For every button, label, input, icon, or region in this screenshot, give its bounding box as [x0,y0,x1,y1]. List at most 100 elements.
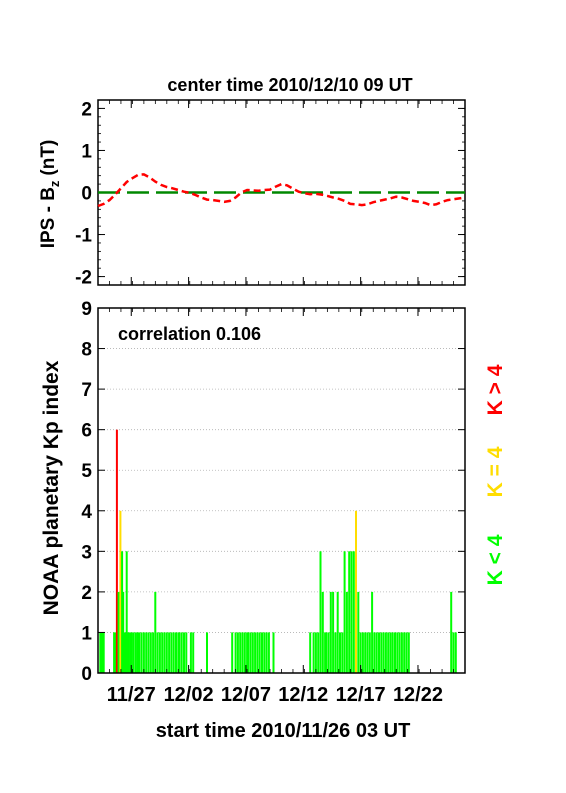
kp-bar [172,632,175,673]
kp-bar [241,632,244,673]
kp-bar [127,632,130,673]
top-y-axis-label: IPS - Bz (nT) [38,140,62,249]
kp-bar [163,632,166,673]
kp-bar [368,632,371,673]
kp-x-tick-label: 11/27 [107,684,156,706]
kp-x-tick-label: 12/17 [336,684,386,706]
kp-bar [129,632,132,673]
kp-bar [152,632,155,673]
kp-x-axis-label: start time 2010/11/26 03 UT [156,720,411,742]
kp-bar [329,591,332,673]
kp-bar [452,632,455,673]
kp-bar [352,551,355,673]
kp-bar [263,632,266,673]
kp-bar [450,591,453,673]
top-y-axis-label-subscript: z [47,180,62,187]
kp-bar [251,632,254,673]
top-plot-area: 2 1 0 -1 -2 [75,99,466,289]
kp-y-tick-label: 5 [81,461,92,482]
legend-k-greater-4: K > 4 [484,364,507,415]
kp-bar [138,632,141,673]
kp-bar [387,632,390,673]
kp-bar [168,632,171,673]
kp-bar [102,632,105,673]
kp-bar [454,632,457,673]
kp-x-tick-label: 12/07 [221,684,271,706]
kp-bar [113,632,116,673]
kp-bar [149,632,152,673]
kp-bar [380,632,383,673]
kp-bar [236,632,239,673]
kp-bar [339,632,341,673]
kp-y-tick-label: 4 [81,502,92,523]
kp-bar [336,591,339,673]
kp-bar [398,632,401,673]
kp-bar [189,632,192,673]
kp-plot-frame [97,307,466,674]
kp-bar [124,632,126,673]
kp-bar [261,632,263,673]
kp-bar [350,551,353,673]
kp-bar [117,591,120,673]
kp-bar [317,632,320,673]
kp-legend: K < 4 K = 4 K > 4 [484,364,507,585]
kp-x-tick-label: 12/12 [278,684,328,706]
top-y-tick-label: 0 [81,184,92,205]
kp-bar [373,632,376,673]
kp-bar [254,632,257,673]
kp-bar [265,632,268,673]
kp-bar [355,510,357,673]
kp-bar [334,632,337,673]
kp-bar [327,632,330,673]
kp-bar [180,632,183,673]
kp-bar [178,632,181,673]
kp-bar [239,632,242,673]
kp-bar [249,632,252,673]
kp-bar [314,632,317,673]
kp-bar [122,591,125,673]
kp-bar [119,510,122,673]
kp-y-axis-label-text: NOAA planetary Kp index [40,360,63,615]
top-y-axis-label-main: IPS - B [38,187,59,248]
kp-bar [99,632,102,673]
kp-y-tick-label: 8 [81,340,92,361]
kp-bar [145,632,148,673]
kp-bar [405,632,408,673]
kp-bar [403,632,406,673]
svg-text:IPS - Bz(nT): IPS - Bz (nT) [38,140,62,249]
kp-bar [389,632,392,673]
kp-bar [231,632,234,673]
top-y-tick-label: -2 [75,268,92,289]
kp-bar [384,632,387,673]
kp-bar [192,632,195,673]
kp-y-tick-label: 6 [81,421,92,442]
kp-bar [400,632,403,673]
kp-bar [343,551,346,673]
kp-y-tick-label: 0 [81,664,92,685]
kp-bar [366,632,369,673]
kp-bar [101,632,103,673]
kp-bar [175,632,177,673]
kp-bar [158,632,161,673]
top-y-tick-label: 1 [81,141,92,162]
kp-bar [256,632,259,673]
kp-bar [156,632,159,673]
kp-bar [132,632,135,673]
kp-bar [325,632,328,673]
kp-x-tick-label: 12/02 [164,684,214,706]
top-y-axis-label-unit: (nT) [38,140,59,176]
kp-bar [394,632,396,673]
kp-bar [247,632,250,673]
kp-bar [206,632,208,673]
kp-bar [161,632,164,673]
kp-bar [324,632,327,673]
kp-x-tick-label: 12/22 [393,684,443,706]
kp-bar [309,632,312,673]
kp-bar [243,632,246,673]
kp-y-tick-label: 9 [81,299,92,320]
kp-bar [396,632,399,673]
kp-bar [140,632,143,673]
kp-bar [115,429,118,673]
kp-bar [114,632,117,673]
top-y-tick-label: -1 [75,226,92,247]
